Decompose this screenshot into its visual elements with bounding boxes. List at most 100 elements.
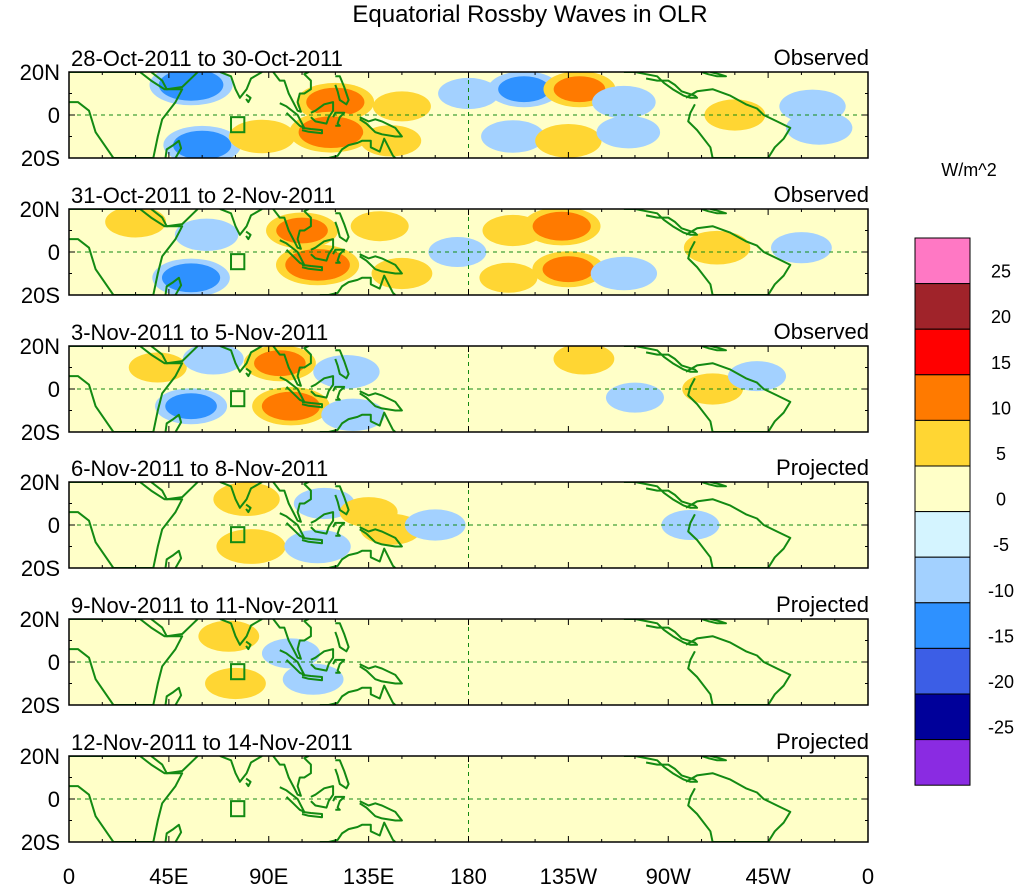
coastline-indochina (272, 346, 312, 387)
coastlines (69, 209, 792, 295)
coastline-arabia (150, 346, 199, 365)
coastline-arabia (150, 482, 199, 501)
y-tick-label: 20N (20, 744, 60, 769)
olr-anomaly-contour (535, 124, 602, 158)
coastline-java (301, 263, 323, 272)
coastline-africa (69, 756, 184, 842)
coastline-centralam (634, 209, 699, 236)
panel-2: 20N 0 20S 31-Oct-2011 to 2-Nov-2011 Observed (20, 182, 869, 308)
colorbar-swatch (914, 602, 971, 649)
x-tick-label: 90W (646, 864, 691, 889)
coastline-india (219, 619, 263, 646)
colorbar-swatch (914, 374, 971, 421)
coastline-philippines (334, 622, 350, 653)
coastline-australia (319, 274, 396, 295)
olr-anomaly-contour (306, 87, 365, 117)
coastline-arabia (150, 756, 199, 775)
colorbar-level-label: -10 (988, 581, 1014, 601)
y-tick-label: 20N (20, 334, 60, 359)
colorbar-swatch (914, 328, 971, 376)
coastline-southam (685, 225, 792, 295)
coastline-arabia (150, 619, 199, 638)
olr-anomaly-contour (542, 256, 595, 283)
coastline-sulawesi (332, 521, 346, 537)
coastline-newguinea (359, 390, 403, 412)
coastlines (69, 619, 792, 705)
coastline-indochina (272, 756, 312, 797)
coastlines (69, 756, 792, 842)
olr-anomaly-contour (174, 218, 239, 251)
olr-field (198, 620, 344, 700)
x-tick-label: 45E (149, 864, 188, 889)
coastline-java (301, 536, 323, 545)
olr-anomaly-contour (261, 391, 321, 421)
coastlines (69, 346, 792, 432)
olr-anomaly-contour (284, 529, 351, 564)
olr-anomaly-contour (553, 76, 606, 103)
olr-anomaly-contour (254, 350, 306, 377)
olr-anomaly-contour (321, 398, 385, 431)
reference-box (230, 253, 246, 271)
colorbar-level-label: 20 (991, 307, 1011, 327)
coastlines (69, 72, 792, 158)
coastline-southam (685, 635, 792, 705)
y-tick-label: 20S (21, 830, 60, 855)
coastline-newguinea (359, 116, 403, 138)
coastline-newguinea (359, 663, 403, 685)
colorbar-units: W/m^2 (941, 160, 996, 180)
olr-field (213, 482, 720, 564)
panel-date-range: 9-Nov-2011 to 11-Nov-2011 (71, 593, 339, 618)
colorbar-labels: 25 20 15 10 5 0 -5 -10 -15 -20 -25 (988, 262, 1014, 738)
y-tick-label: 0 (48, 650, 60, 675)
panel-date-range: 3-Nov-2011 to 5-Nov-2011 (71, 320, 328, 345)
coastline-srilanka (245, 640, 252, 651)
reference-box (230, 663, 246, 681)
panel-status: Projected (776, 592, 869, 617)
colorbar-swatch (914, 465, 971, 513)
y-tick-label: 0 (48, 103, 60, 128)
olr-anomaly-contour (481, 120, 545, 153)
coastline-centralam (634, 619, 699, 646)
y-tick-label: 20N (20, 470, 60, 495)
coastline-india (219, 72, 263, 99)
coastline-madagascar (164, 549, 183, 568)
coastline-africa (69, 72, 184, 158)
y-tick-label: 0 (48, 513, 60, 538)
coastline-borneo (310, 785, 335, 809)
coastline-borneo (310, 101, 335, 125)
coastline-caribbean (701, 72, 727, 78)
coastline-africa (69, 209, 184, 295)
reference-box (230, 390, 246, 408)
panels-group: 20N 0 20S 28-Oct-2011 to 30-Oct-2011 Observe… (20, 45, 869, 855)
x-tick-label: 135E (343, 864, 394, 889)
coastline-madagascar (164, 276, 183, 295)
panel-date-range: 28-Oct-2011 to 30-Oct-2011 (71, 46, 343, 71)
coastline-sulawesi (332, 658, 346, 674)
olr-field (105, 209, 832, 295)
y-tick-label: 20N (20, 607, 60, 632)
panel-status: Projected (776, 729, 869, 754)
coastline-sulawesi (332, 795, 346, 811)
olr-anomaly-contour (771, 232, 832, 264)
coastline-india (219, 482, 263, 509)
panel-status: Observed (774, 319, 869, 344)
reference-box (230, 116, 246, 134)
coastline-indochina (272, 72, 312, 113)
olr-anomaly-contour (216, 529, 286, 564)
coastline-india (219, 346, 263, 373)
colorbar-swatch (914, 237, 971, 285)
coastline-australia (319, 547, 396, 568)
x-tick-label: 180 (450, 864, 487, 889)
y-tick-label: 0 (48, 377, 60, 402)
y-tick-label: 20S (21, 146, 60, 171)
y-tick-label: 20S (21, 420, 60, 445)
olr-anomaly-contour (182, 346, 244, 375)
coastline-madagascar (164, 686, 183, 705)
olr-anomaly-contour (438, 77, 499, 110)
panel-4: 20N 0 20S 6-Nov-2011 to 8-Nov-2011 Projected (20, 455, 869, 581)
colorbar-swatch (914, 511, 971, 558)
coastline-australia (319, 821, 396, 842)
y-tick-label: 20S (21, 556, 60, 581)
coastline-borneo (310, 238, 335, 262)
coastline-caribbean (701, 346, 727, 352)
